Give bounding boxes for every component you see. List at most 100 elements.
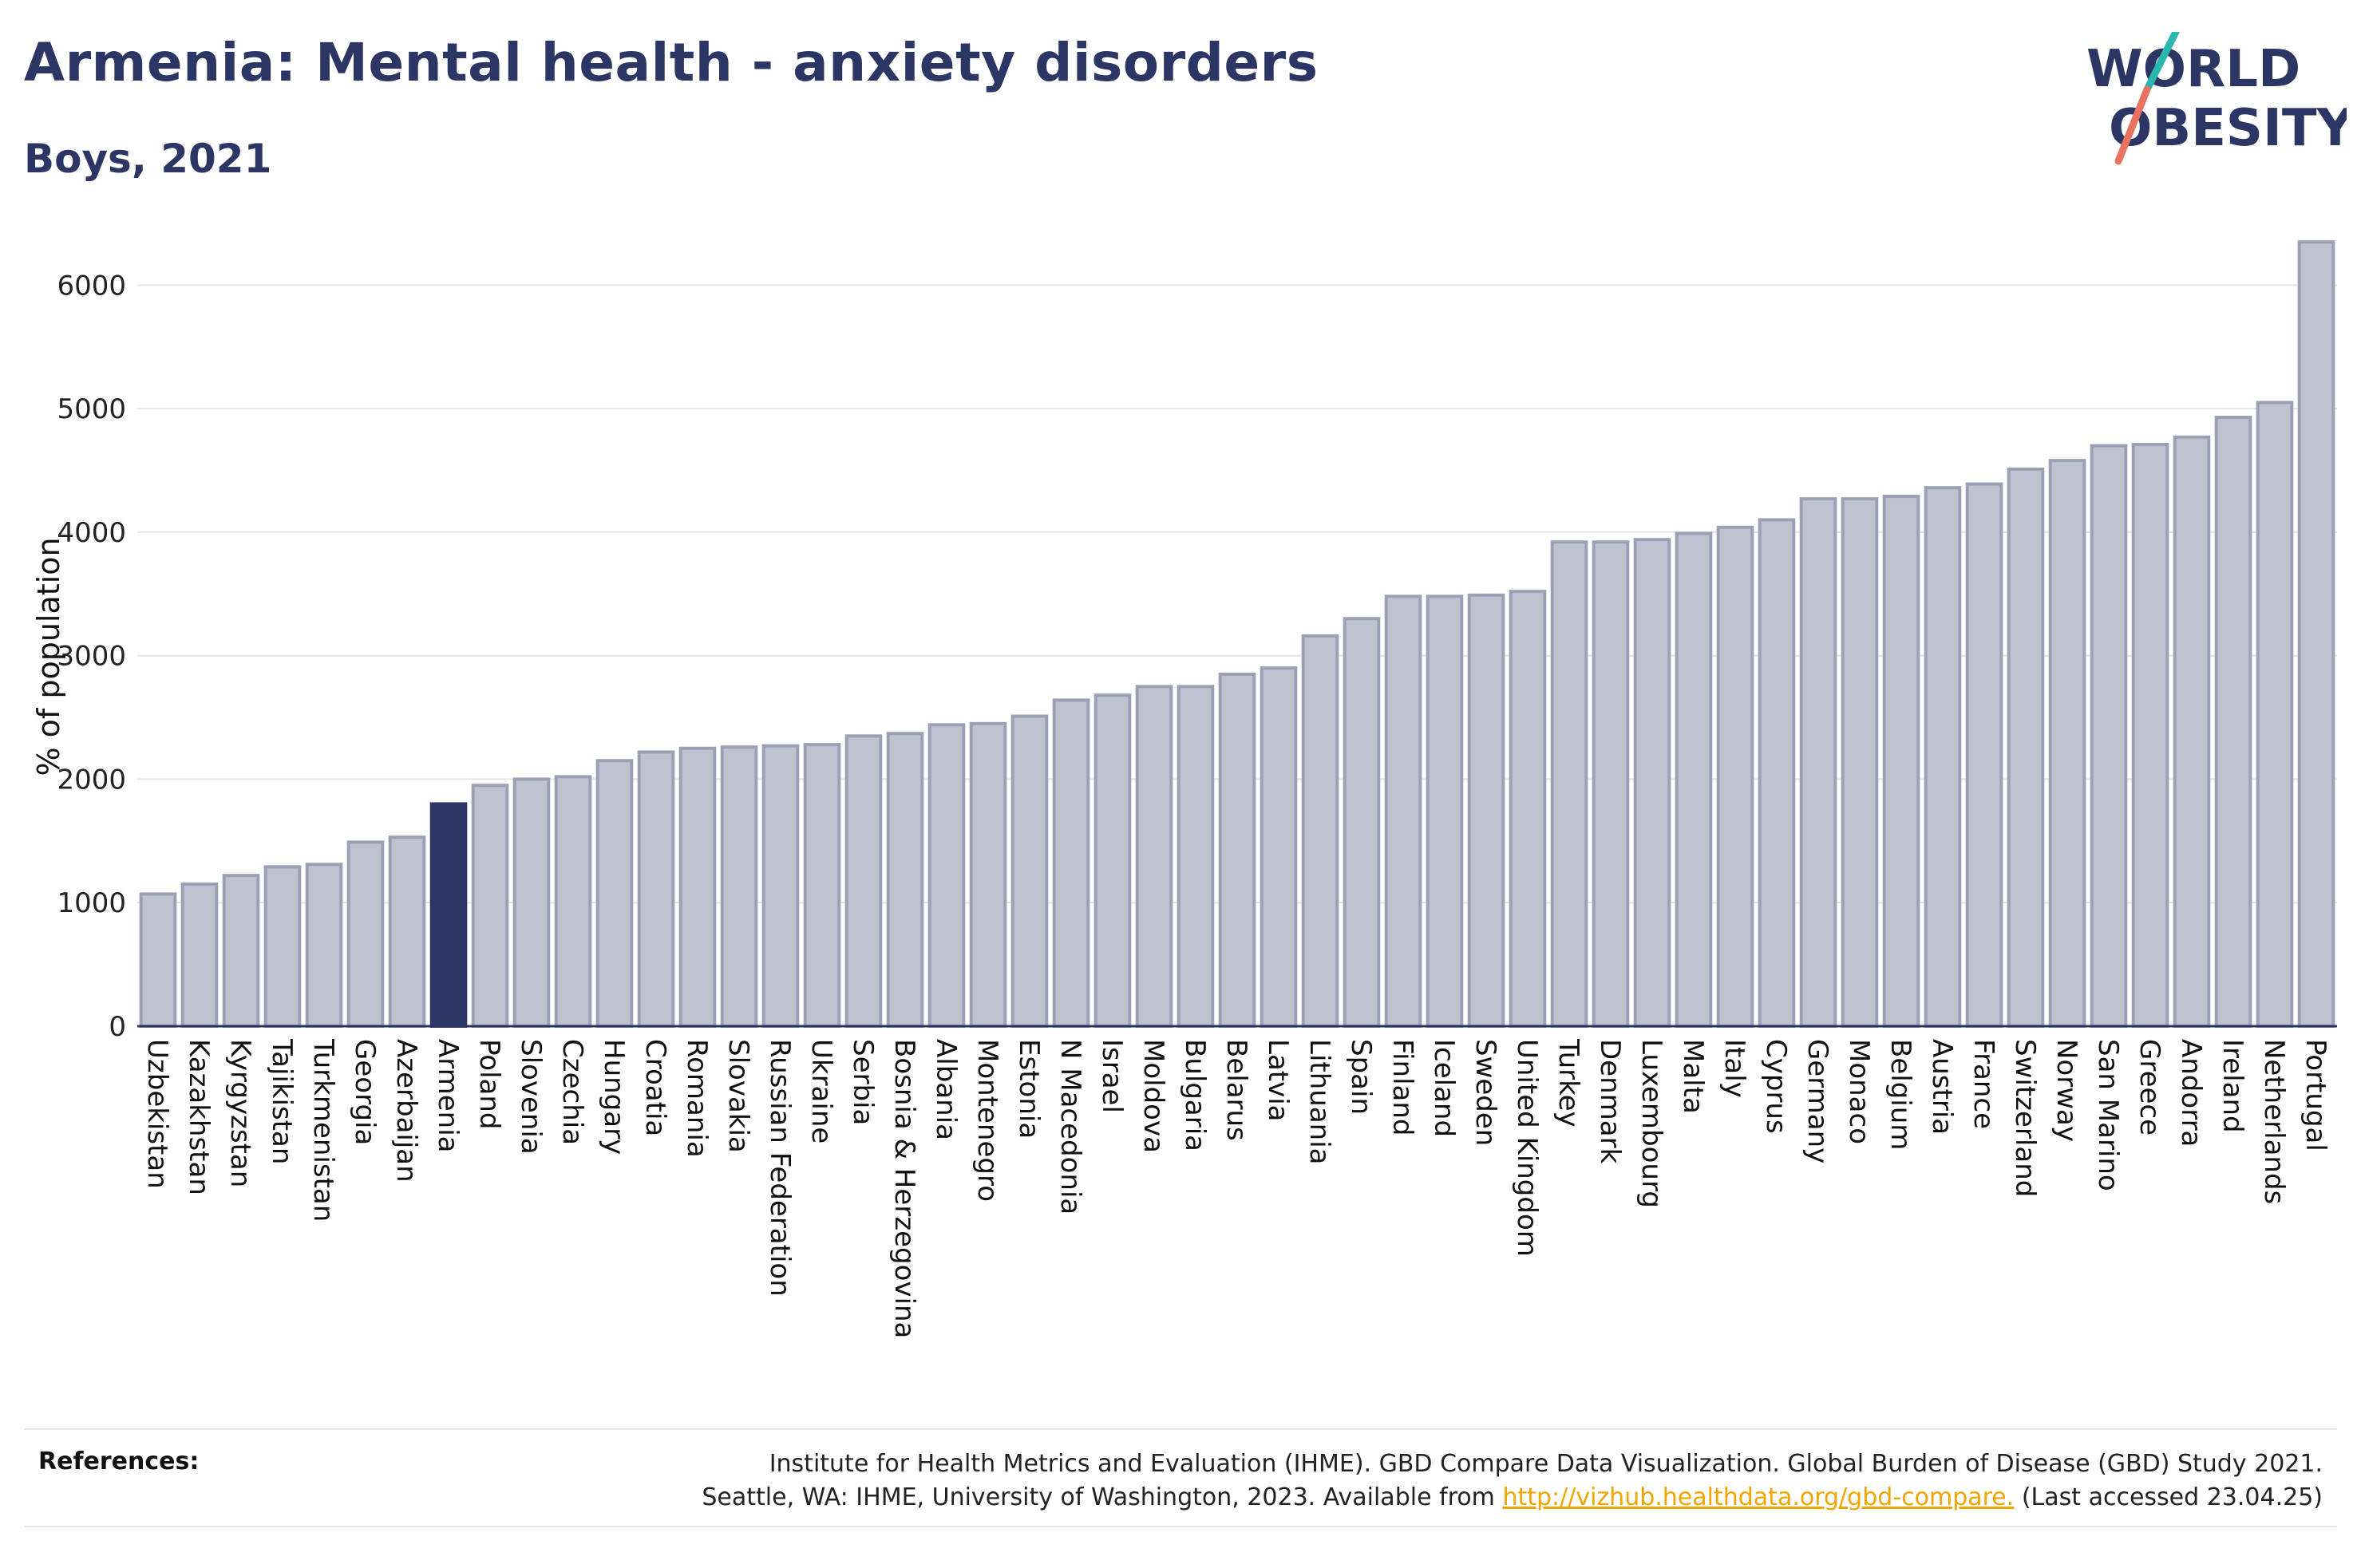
bar-san-marino bbox=[2090, 444, 2128, 1028]
x-tick-label: Lithuania bbox=[1303, 1039, 1335, 1164]
references-label: References: bbox=[38, 1448, 200, 1475]
x-tick-label: United Kingdom bbox=[1511, 1039, 1543, 1257]
bar-croatia bbox=[637, 750, 675, 1028]
bar-switzerland bbox=[2007, 467, 2045, 1028]
x-tick-label: Turkey bbox=[1552, 1038, 1584, 1128]
x-tick-label: Azerbaijan bbox=[390, 1039, 422, 1183]
x-tick-label: Finland bbox=[1386, 1039, 1418, 1136]
bar-belarus bbox=[1218, 672, 1256, 1029]
bar-montenegro bbox=[969, 721, 1007, 1028]
x-tick-label: Luxembourg bbox=[1635, 1039, 1667, 1208]
bar-israel bbox=[1093, 693, 1132, 1028]
references-line1: Institute for Health Metrics and Evaluat… bbox=[769, 1450, 2323, 1478]
bar-iceland bbox=[1426, 594, 1464, 1028]
bar-latvia bbox=[1260, 666, 1298, 1029]
x-tick-label: Poland bbox=[473, 1039, 505, 1130]
y-tick-label: 4000 bbox=[57, 517, 126, 549]
bar-hungary bbox=[595, 759, 634, 1028]
bar-poland bbox=[471, 784, 509, 1028]
bar-romania bbox=[678, 746, 717, 1028]
bar-finland bbox=[1384, 594, 1422, 1028]
y-tick-label: 1000 bbox=[57, 887, 126, 919]
bar-malta bbox=[1675, 531, 1713, 1028]
x-tick-label: Ukraine bbox=[805, 1039, 837, 1143]
x-tick-label: Spain bbox=[1345, 1039, 1377, 1115]
x-tick-label: Iceland bbox=[1428, 1039, 1460, 1137]
references-line2-pre: Seattle, WA: IHME, University of Washing… bbox=[702, 1483, 1495, 1511]
references-text: Institute for Health Metrics and Evaluat… bbox=[702, 1448, 2323, 1515]
x-tick-label: Albania bbox=[930, 1039, 962, 1140]
references-line2: Seattle, WA: IHME, University of Washing… bbox=[702, 1481, 2323, 1515]
bar-albania bbox=[927, 723, 966, 1029]
bar-kyrgyzstan bbox=[222, 874, 260, 1028]
bar-andorra bbox=[2173, 435, 2211, 1028]
x-tick-label: Czechia bbox=[556, 1039, 588, 1145]
bar-lithuania bbox=[1301, 634, 1339, 1029]
x-tick-label: Serbia bbox=[847, 1039, 879, 1125]
bar-turkmenistan bbox=[305, 863, 343, 1029]
bar-serbia bbox=[844, 734, 883, 1028]
bar-slovenia bbox=[512, 777, 551, 1028]
x-tick-label: Belgium bbox=[1884, 1039, 1916, 1150]
bar-chart: 0 1000 2000 3000 4000 5000 6000 % of population… bbox=[31, 240, 2337, 1338]
bar-estonia bbox=[1010, 714, 1049, 1028]
y-tick-label: 3000 bbox=[57, 641, 126, 673]
x-tick-label: Bulgaria bbox=[1179, 1039, 1211, 1151]
bar-cyprus bbox=[1758, 518, 1796, 1028]
x-tick-label: Ireland bbox=[2217, 1039, 2248, 1133]
x-tick-label: Italy bbox=[1718, 1039, 1750, 1098]
x-tick-label: Monaco bbox=[1843, 1039, 1875, 1144]
x-tick-label: Armenia bbox=[432, 1039, 464, 1153]
x-tick-label: Estonia bbox=[1013, 1039, 1045, 1139]
x-tick-label: Andorra bbox=[2175, 1039, 2207, 1147]
logo-line1: WORLD bbox=[2086, 40, 2300, 99]
x-tick-label: Portugal bbox=[2300, 1039, 2331, 1151]
world-obesity-logo: WORLD OBESITY bbox=[2086, 32, 2347, 165]
bar-georgia bbox=[346, 840, 385, 1028]
x-tick-label: N Macedonia bbox=[1054, 1039, 1086, 1215]
bar-ireland bbox=[2214, 415, 2252, 1028]
bar-portugal bbox=[2297, 240, 2335, 1028]
x-tick-label: Netherlands bbox=[2258, 1039, 2290, 1204]
x-tick-label: Moldova bbox=[1137, 1039, 1169, 1153]
x-tick-label: Kazakhstan bbox=[183, 1039, 215, 1195]
bar-denmark bbox=[1592, 540, 1630, 1028]
x-tick-label: Austria bbox=[1926, 1039, 1958, 1135]
bar-moldova bbox=[1135, 685, 1173, 1029]
logo-slash-teal bbox=[2143, 32, 2180, 93]
x-tick-label: Croatia bbox=[639, 1039, 671, 1136]
x-tick-label: Russian Federation bbox=[764, 1039, 796, 1297]
x-tick-label: Cyprus bbox=[1760, 1039, 1792, 1134]
x-tick-label: Israel bbox=[1096, 1039, 1128, 1113]
x-tick-label: Slovenia bbox=[515, 1039, 547, 1155]
x-tick-label: Montenegro bbox=[971, 1039, 1003, 1202]
chart-subtitle: Boys, 2021 bbox=[24, 136, 272, 182]
x-tick-label: Denmark bbox=[1594, 1039, 1626, 1164]
bar-slovakia bbox=[720, 745, 758, 1029]
references-link[interactable]: http://vizhub.healthdata.org/gbd-compare… bbox=[1502, 1483, 2015, 1511]
bar-russian-federation bbox=[761, 744, 800, 1028]
bar-bosnia-herzegovina bbox=[886, 732, 924, 1028]
x-tick-label: Switzerland bbox=[2009, 1039, 2041, 1197]
bar-bulgaria bbox=[1177, 685, 1215, 1029]
x-tick-label: Georgia bbox=[349, 1039, 381, 1145]
bar-austria bbox=[1924, 486, 1962, 1028]
bar-n-macedonia bbox=[1052, 698, 1090, 1028]
x-tick-label: Tajikistan bbox=[266, 1038, 298, 1164]
x-tick-label: Romania bbox=[681, 1039, 713, 1158]
bar-armenia bbox=[429, 802, 468, 1029]
logo-line2: OBESITY bbox=[2109, 99, 2347, 158]
bar-netherlands bbox=[2256, 401, 2294, 1028]
x-tick-label: Hungary bbox=[598, 1039, 630, 1155]
references-line2-post: (Last accessed 23.04.25) bbox=[2021, 1483, 2323, 1511]
x-tick-label: Slovakia bbox=[722, 1039, 754, 1153]
bar-norway bbox=[2048, 459, 2086, 1028]
chart-title: Armenia: Mental health - anxiety disorde… bbox=[24, 32, 1319, 93]
logo-slash-coral bbox=[2114, 85, 2151, 165]
x-tick-label: Uzbekistan bbox=[141, 1039, 173, 1189]
bar-italy bbox=[1716, 525, 1754, 1028]
x-tick-label: Kyrgyzstan bbox=[224, 1039, 256, 1187]
bar-kazakhstan bbox=[180, 883, 219, 1028]
references-box: References: Institute for Health Metrics… bbox=[24, 1428, 2337, 1527]
bar-ukraine bbox=[803, 743, 841, 1028]
